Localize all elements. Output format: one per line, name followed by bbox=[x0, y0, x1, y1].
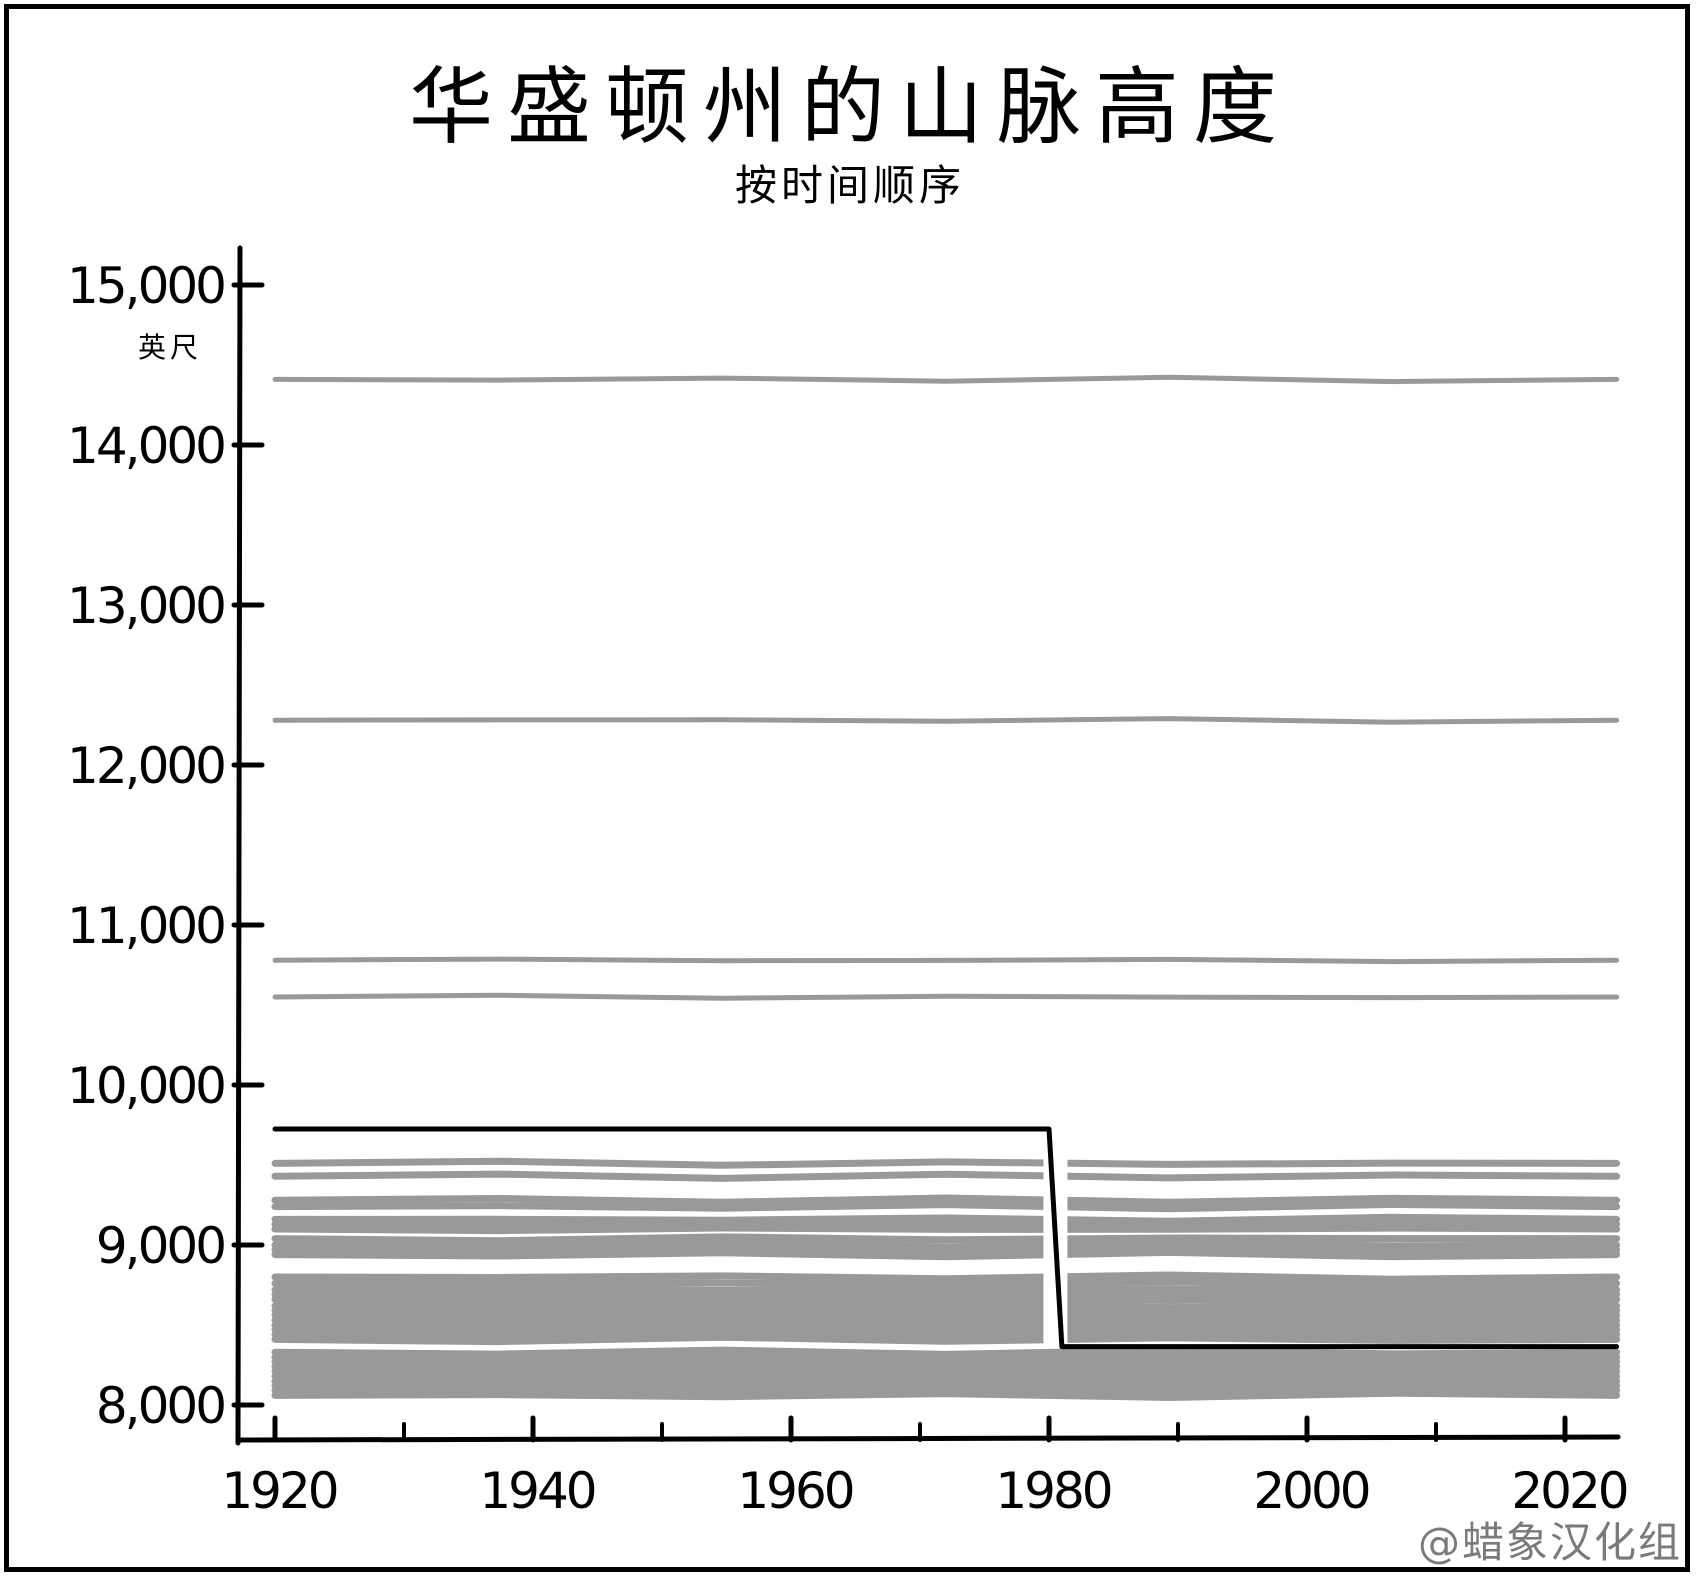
background-series-line bbox=[271, 1370, 1621, 1382]
background-series-line bbox=[271, 1271, 1621, 1283]
background-series-line bbox=[271, 1389, 1621, 1402]
background-series-line bbox=[271, 1346, 1621, 1358]
background-series-line bbox=[271, 1244, 1621, 1256]
background-series-line bbox=[271, 1233, 1621, 1245]
background-series-line bbox=[271, 1351, 1621, 1363]
background-series-line bbox=[271, 1239, 1621, 1251]
x-ticks-group: 1920 1940 1960 1980 2000 2020 bbox=[221, 1415, 1630, 1520]
background-series-line bbox=[271, 1361, 1621, 1372]
x-tick-label: 1920 bbox=[221, 1462, 336, 1520]
y-tick-label: 13,000 bbox=[67, 577, 224, 635]
background-series-line bbox=[271, 1384, 1621, 1397]
background-series-line bbox=[271, 1284, 1621, 1295]
background-series-line bbox=[271, 1356, 1621, 1368]
y-tick-label: 10,000 bbox=[67, 1057, 224, 1115]
watermark: @蜡象汉化组 bbox=[1417, 1518, 1682, 1567]
highlight-series-group bbox=[272, 1126, 1620, 1350]
x-tick-label: 2020 bbox=[1511, 1462, 1626, 1520]
chart-subtitle: 按时间顺序 bbox=[734, 161, 965, 210]
background-series-line bbox=[271, 1329, 1621, 1341]
x-tick-label: 2000 bbox=[1253, 1462, 1368, 1520]
background-series-line bbox=[271, 1366, 1621, 1377]
y-tick-label: 9,000 bbox=[96, 1217, 224, 1275]
background-series-line bbox=[271, 1380, 1621, 1392]
background-series-line bbox=[271, 1319, 1621, 1330]
y-tick-label: 11,000 bbox=[67, 897, 224, 955]
x-axis-line bbox=[235, 1434, 1621, 1443]
y-ticks-group: 8,000 9,000 10,000 11,000 12,000 13,000 14,000… bbox=[67, 257, 265, 1435]
background-series-line bbox=[271, 1200, 1621, 1213]
background-series-line bbox=[271, 1314, 1621, 1326]
background-series-line bbox=[271, 1278, 1621, 1289]
axes-group bbox=[235, 245, 1621, 1446]
background-series-line bbox=[271, 1157, 1621, 1169]
y-tick-label: 12,000 bbox=[67, 737, 224, 795]
background-series-line bbox=[272, 956, 1620, 965]
x-tick-label: 1940 bbox=[479, 1462, 594, 1520]
background-series-line bbox=[271, 1289, 1621, 1300]
y-tick-label: 14,000 bbox=[67, 417, 224, 475]
background-series-line bbox=[271, 1300, 1621, 1312]
x-tick-label: 1960 bbox=[737, 1462, 852, 1520]
background-series-line bbox=[271, 1375, 1621, 1387]
background-series-line bbox=[272, 992, 1620, 1001]
background-series-line bbox=[271, 1213, 1621, 1225]
y-unit-label: 英尺 bbox=[138, 331, 202, 364]
background-series-line bbox=[271, 1218, 1621, 1229]
y-tick-label: 8,000 bbox=[96, 1377, 224, 1435]
background-series-line bbox=[272, 374, 1620, 385]
background-series-line bbox=[271, 1333, 1621, 1346]
chart-title: 华盛顿州的山脉高度 bbox=[408, 58, 1291, 156]
background-series-line bbox=[271, 1194, 1621, 1206]
background-series-line bbox=[271, 1170, 1621, 1182]
y-tick-label: 15,000 bbox=[67, 257, 224, 315]
background-series-line bbox=[272, 716, 1620, 725]
background-series-line bbox=[271, 1248, 1621, 1261]
background-series-line bbox=[271, 1325, 1621, 1336]
x-tick-label: 1980 bbox=[995, 1462, 1110, 1520]
background-series-group bbox=[271, 374, 1621, 1402]
background-series-line bbox=[271, 1224, 1621, 1235]
background-series-line bbox=[271, 1293, 1621, 1305]
highlight-series-line bbox=[272, 1126, 1620, 1350]
background-series-line bbox=[271, 1309, 1621, 1322]
y-axis-line bbox=[235, 245, 243, 1446]
background-series-line bbox=[271, 1304, 1621, 1317]
